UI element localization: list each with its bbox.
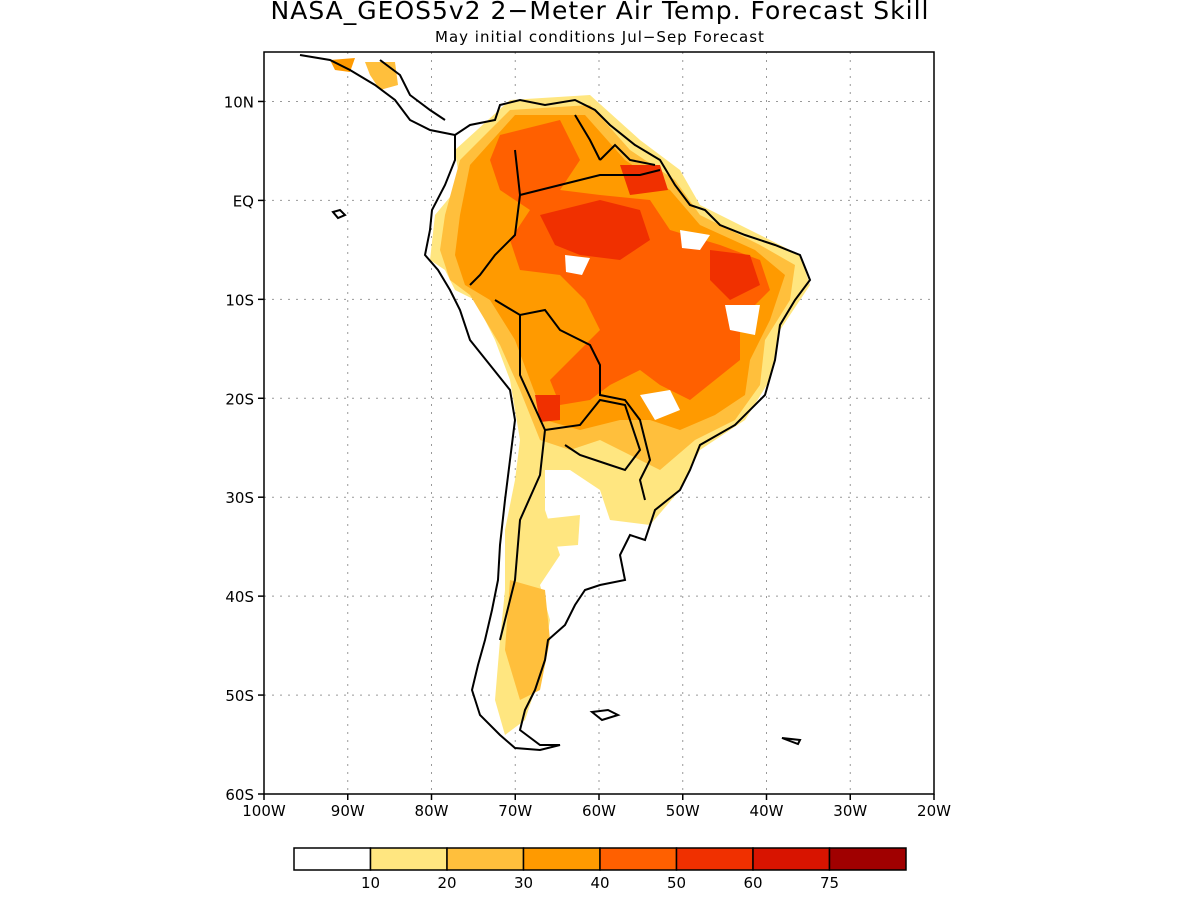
skill-region-low-3 [680,230,710,250]
lon-tick-label: 40W [750,802,784,820]
skill-region-low-4 [565,255,590,275]
colorbar-level-label: 75 [820,874,839,892]
border-6 [599,143,656,166]
skill-shading [330,58,810,735]
skill-region-light-2 [535,515,580,548]
skill-region-low-1 [640,390,680,420]
lat-tick-label: 20S [225,390,254,408]
lat-tick-labels: 10N EQ 10S 20S 30S 40S 50S 60S [224,93,264,804]
skill-region-mid-south [505,580,550,700]
lat-tick-label: EQ [233,192,254,210]
lat-tick-label: 40S [225,588,254,606]
lon-tick-label: 80W [415,802,449,820]
border-5 [544,398,642,472]
lat-tick-label: 60S [225,786,254,804]
colorbar: 10 20 30 40 50 60 75 [293,847,907,892]
colorbar-level-label: 60 [743,874,762,892]
lat-tick-label: 30S [225,489,254,507]
skill-region-central-america-2 [365,62,398,90]
colorbar-swatch [369,847,448,871]
colorbar-swatch [293,847,372,871]
galapagos [331,208,347,220]
colorbar-swatch [599,847,678,871]
lon-tick-labels: 100W 90W 80W 70W 60W 50W 40W 30W 20W [242,794,951,820]
colorbar-level-label: 40 [590,874,609,892]
lon-tick-label: 20W [917,802,951,820]
lon-tick-label: 30W [833,802,867,820]
lon-tick-label: 60W [582,802,616,820]
skill-region-red [540,200,650,260]
lat-tick-label: 50S [225,687,254,705]
skill-region-red-3 [620,165,668,195]
colorbar-swatch [675,847,754,871]
colorbar-level-label: 10 [361,874,380,892]
colorbar-level-label: 50 [667,874,686,892]
border-2 [519,169,661,196]
falklands [589,708,621,722]
chart-title: NASA_GEOS5v2 2−Meter Air Temp. Forecast … [270,0,930,25]
skill-region-low-2 [725,305,760,335]
skill-region-red-2 [710,250,760,300]
lon-tick-label: 100W [242,802,286,820]
south-america-coast [423,98,812,752]
colorbar-swatch [446,847,525,871]
colorbar-swatch [522,847,601,871]
border-7 [574,114,601,161]
colorbar-level-label: 20 [437,874,456,892]
lat-tick-label: 10N [224,93,254,111]
colorbar-swatch [752,847,831,871]
border-4 [499,315,547,641]
colorbar-level-label: 30 [514,874,533,892]
chart-subtitle: May initial conditions Jul−Sep Forecast [435,28,765,46]
skill-region-red-4 [535,395,560,422]
lon-tick-label: 70W [498,802,532,820]
lon-tick-label: 90W [331,802,365,820]
lat-tick-label: 10S [225,291,254,309]
border-3 [494,299,652,501]
coastlines [299,54,812,752]
skill-region-dark-orange [490,120,770,405]
colorbar-swatch [828,847,907,871]
lon-tick-label: 50W [666,802,700,820]
caribbean-coast [379,59,446,121]
border-1 [469,149,522,286]
central-america-coast [299,54,456,136]
south-georgia [781,737,802,746]
